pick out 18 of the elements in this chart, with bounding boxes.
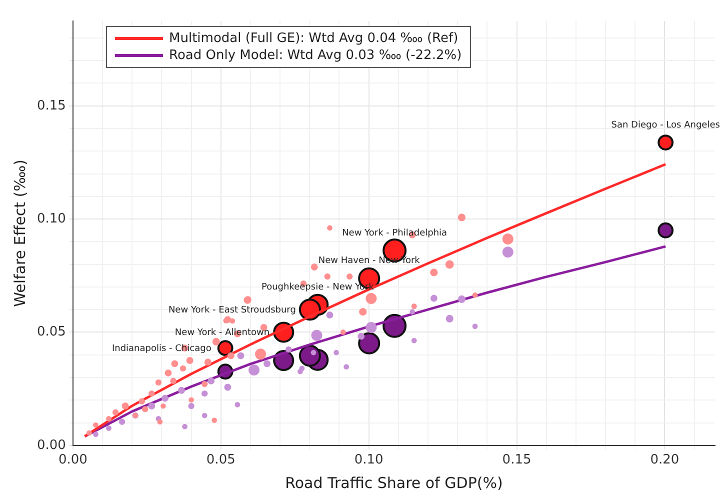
x-axis-title: Road Traffic Share of GDP(%)	[285, 474, 503, 492]
legend-label: Road Only Model: Wtd Avg 0.03 ‱ (-22.2%)	[169, 47, 462, 64]
annotation: San Diego - Los Angeles	[611, 120, 720, 130]
annotation: New York - East Stroudsburg	[168, 305, 296, 316]
y-tick-label: 0.05	[36, 324, 66, 340]
legend-label: Multimodal (Full GE): Wtd Avg 0.04 ‱ (Ref)	[169, 30, 458, 47]
x-tick-label: 0.00	[58, 452, 88, 468]
annotation: New York - Philadelphia	[342, 228, 448, 238]
y-tick-label: 0.00	[36, 438, 66, 453]
x-tick-label: 0.05	[206, 452, 236, 468]
x-tick-label: 0.20	[650, 452, 680, 468]
y-axis-title: Welfare Effect (‱)	[10, 160, 29, 307]
y-tick-label: 0.10	[36, 211, 66, 226]
annotation: Indianapolis - Chicago	[112, 344, 212, 354]
annotation: New York - Allentown	[174, 328, 270, 338]
x-tick-label: 0.10	[354, 452, 384, 468]
y-tick-label: 0.15	[36, 98, 66, 114]
x-tick-label: 0.15	[502, 452, 532, 468]
